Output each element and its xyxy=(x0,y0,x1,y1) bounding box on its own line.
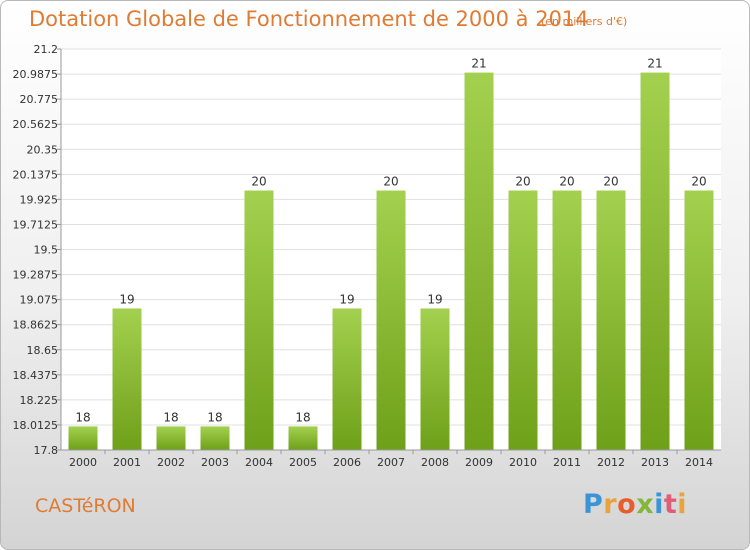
bar xyxy=(508,190,538,450)
y-tick-label: 18.225 xyxy=(20,394,59,407)
x-tick-label: 2005 xyxy=(289,456,317,469)
bar xyxy=(376,190,406,450)
bar-value-label: 20 xyxy=(559,175,574,189)
bar-value-label: 21 xyxy=(647,57,662,71)
x-tick-label: 2000 xyxy=(69,456,97,469)
bar-value-label: 19 xyxy=(427,292,442,306)
bar-value-label: 19 xyxy=(119,292,134,306)
proxiti-logo[interactable]: Proxiti xyxy=(583,489,688,520)
bar-value-label: 20 xyxy=(603,175,618,189)
x-tick-label: 2004 xyxy=(245,456,273,469)
x-tick-label: 2001 xyxy=(113,456,141,469)
bar xyxy=(332,308,362,450)
bar-value-label: 19 xyxy=(339,292,354,306)
x-tick-label: 2007 xyxy=(377,456,405,469)
bar-value-label: 18 xyxy=(163,410,178,424)
y-tick-label: 19.7125 xyxy=(13,218,59,231)
y-tick-label: 17.8 xyxy=(34,444,59,457)
x-tick-label: 2013 xyxy=(641,456,669,469)
bar xyxy=(244,190,274,450)
bar xyxy=(596,190,626,450)
bar xyxy=(640,72,670,451)
bar xyxy=(552,190,582,450)
x-tick-label: 2008 xyxy=(421,456,449,469)
bar xyxy=(420,308,450,450)
y-tick-label: 19.075 xyxy=(20,294,59,307)
x-tick-label: 2011 xyxy=(553,456,581,469)
axes: 17.8 18.0125 18.225 18.4375 18.65 18.8625 19.0… xyxy=(13,43,721,469)
y-tick-label: 20.35 xyxy=(27,143,59,156)
bar-value-label: 18 xyxy=(75,410,90,424)
bar-value-label: 18 xyxy=(295,410,310,424)
chart-unit: (en milliers d'€) xyxy=(541,15,628,28)
y-tick-label: 20.9875 xyxy=(13,68,59,81)
bars: 18 19 18 18 20 18 19 20 19 21 20 20 20 21 20 xyxy=(68,57,714,451)
bar-value-label: 18 xyxy=(207,410,222,424)
x-tick-label: 2003 xyxy=(201,456,229,469)
y-tick-label: 18.65 xyxy=(27,344,59,357)
x-tick-label: 2002 xyxy=(157,456,185,469)
bar-value-label: 20 xyxy=(251,175,266,189)
bar-value-label: 20 xyxy=(691,175,706,189)
y-tick-label: 18.8625 xyxy=(13,319,59,332)
commune-name: CASTéRON xyxy=(35,495,136,517)
x-tick-label: 2010 xyxy=(509,456,537,469)
y-tick-label: 21.2 xyxy=(34,43,59,56)
bar xyxy=(684,190,714,450)
bar xyxy=(68,426,98,450)
bar-value-label: 20 xyxy=(515,175,530,189)
bar-value-label: 20 xyxy=(383,175,398,189)
y-tick-label: 18.0125 xyxy=(13,419,59,432)
x-tick-label: 2014 xyxy=(685,456,713,469)
x-tick-label: 2006 xyxy=(333,456,361,469)
bar xyxy=(200,426,230,450)
bar xyxy=(112,308,142,450)
x-tick-label: 2012 xyxy=(597,456,625,469)
bar-value-label: 21 xyxy=(471,57,486,71)
bar xyxy=(464,72,494,451)
y-tick-label: 19.925 xyxy=(20,193,59,206)
chart-title: Dotation Globale de Fonctionnement de 20… xyxy=(29,7,589,31)
x-tick-label: 2009 xyxy=(465,456,493,469)
y-tick-label: 18.4375 xyxy=(13,369,59,382)
bar xyxy=(156,426,186,450)
y-tick-label: 19.2875 xyxy=(13,269,59,282)
y-tick-label: 20.1375 xyxy=(13,168,59,181)
y-tick-label: 19.5 xyxy=(34,244,59,257)
bar xyxy=(288,426,318,450)
y-tick-label: 20.5625 xyxy=(13,118,59,131)
y-tick-label: 20.775 xyxy=(20,93,59,106)
